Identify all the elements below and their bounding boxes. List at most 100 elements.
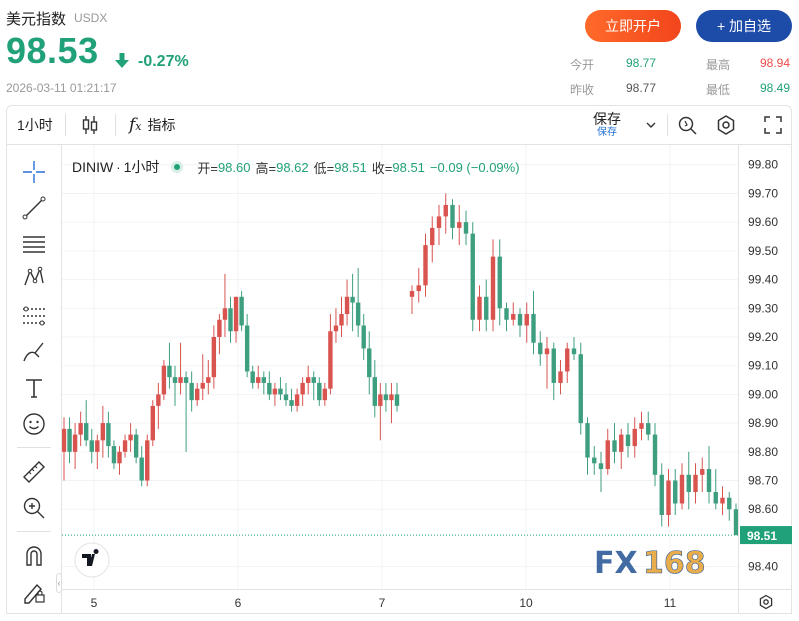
fib-channel-icon[interactable] xyxy=(21,303,47,329)
candle-body xyxy=(517,314,523,326)
candle xyxy=(544,336,550,389)
candle xyxy=(679,463,685,510)
candle xyxy=(727,492,732,521)
candle-body xyxy=(150,405,155,441)
horizontal-lines-icon[interactable] xyxy=(21,231,47,257)
quick-search-icon[interactable] xyxy=(677,106,699,144)
legend-high-label: 高= xyxy=(255,160,277,176)
candle-body xyxy=(720,497,725,504)
candle-body xyxy=(450,204,455,228)
trend-line-icon[interactable] xyxy=(21,195,47,221)
indicators-button[interactable]: fx 指标 xyxy=(129,106,176,144)
candle-body xyxy=(443,204,448,217)
candle-body xyxy=(333,325,339,332)
save-button[interactable]: 保存 保存 xyxy=(593,106,621,144)
emoji-icon[interactable] xyxy=(21,411,47,437)
candle xyxy=(95,434,100,470)
settings-gear-icon[interactable] xyxy=(715,106,737,144)
candle-body xyxy=(256,377,261,383)
candle xyxy=(531,291,536,355)
price-axis[interactable]: 99.80 99.70 99.60 99.50 99.40 99.30 99.20 99.10… xyxy=(738,145,792,589)
candle-body xyxy=(322,388,328,401)
candle-body xyxy=(317,382,322,401)
candle-body xyxy=(558,371,563,383)
candle xyxy=(78,411,83,447)
chevron-down-icon[interactable] xyxy=(645,106,657,144)
candle-body xyxy=(189,382,194,401)
prev-close-value: 98.77 xyxy=(626,81,657,95)
candle xyxy=(311,371,316,401)
candle-body xyxy=(311,377,316,383)
magnet-icon[interactable] xyxy=(21,543,47,569)
candle-body xyxy=(239,296,244,326)
lock-drawing-icon[interactable] xyxy=(21,579,47,605)
candle-body xyxy=(100,423,106,441)
candlestick-chart[interactable]: FX 168 xyxy=(62,145,738,589)
fx168-watermark: FX 168 xyxy=(594,546,706,582)
candle-body xyxy=(416,285,421,292)
add-watchlist-button[interactable]: + 加自选 xyxy=(696,10,792,42)
price-tick-label: 99.30 xyxy=(748,301,778,315)
candle-body xyxy=(544,348,550,355)
prev-close-label: 昨收 xyxy=(570,83,595,97)
open-account-button[interactable]: 立即开户 xyxy=(585,10,681,42)
candle-body xyxy=(78,423,83,435)
price-chart[interactable]: FX 168 xyxy=(62,145,738,589)
candle xyxy=(156,382,161,429)
candle xyxy=(217,314,222,355)
candle xyxy=(394,382,400,412)
candle xyxy=(639,411,644,441)
candle xyxy=(430,216,435,263)
candle-body xyxy=(551,348,556,383)
candle-body xyxy=(306,377,311,383)
collapse-toolbar-handle[interactable]: ‹ xyxy=(56,573,62,593)
candle xyxy=(592,446,597,475)
zoom-in-icon[interactable] xyxy=(21,495,47,521)
ruler-icon[interactable] xyxy=(21,459,47,485)
candle-body xyxy=(367,348,372,378)
candle-body xyxy=(228,308,233,332)
candle xyxy=(339,296,344,337)
candle xyxy=(322,382,328,406)
candle-body xyxy=(106,423,111,447)
candle-body xyxy=(156,394,161,406)
candle xyxy=(423,233,428,297)
candle xyxy=(619,428,624,470)
indicators-label: 指标 xyxy=(147,117,176,133)
candle-body xyxy=(62,428,67,452)
axis-settings-icon[interactable] xyxy=(758,594,774,610)
candle-body xyxy=(67,428,72,452)
tradingview-logo-icon xyxy=(82,549,99,566)
candle-body xyxy=(605,440,610,470)
candle-body xyxy=(361,325,366,349)
candle-body xyxy=(436,216,442,228)
pattern-icon[interactable] xyxy=(21,265,47,291)
price-tick-label: 99.00 xyxy=(748,387,778,401)
fullscreen-icon[interactable] xyxy=(763,106,783,144)
interval-selector[interactable]: 1小时 xyxy=(17,117,53,133)
candle xyxy=(720,486,725,515)
candle-body xyxy=(565,348,570,372)
candle xyxy=(666,469,671,527)
crosshair-icon[interactable] xyxy=(21,159,47,185)
candle xyxy=(497,239,502,326)
legend-low-label: 低= xyxy=(313,160,335,176)
candle xyxy=(383,382,389,412)
candle xyxy=(233,296,239,343)
candle-body xyxy=(167,365,172,378)
time-axis[interactable]: 5 6 7 10 11 xyxy=(62,589,738,613)
candle-type-icon[interactable] xyxy=(81,106,99,144)
brush-icon[interactable] xyxy=(21,339,47,365)
candle-body xyxy=(267,382,272,395)
candle xyxy=(598,451,604,493)
candle xyxy=(470,222,475,332)
market-status-icon xyxy=(171,161,184,173)
text-tool-icon[interactable] xyxy=(21,375,47,401)
candle xyxy=(632,417,637,458)
candle-body xyxy=(261,377,266,383)
candle-body xyxy=(161,365,167,395)
candle xyxy=(89,428,94,464)
candle-body xyxy=(619,434,624,452)
candle xyxy=(250,365,255,389)
candle-body xyxy=(652,434,658,475)
